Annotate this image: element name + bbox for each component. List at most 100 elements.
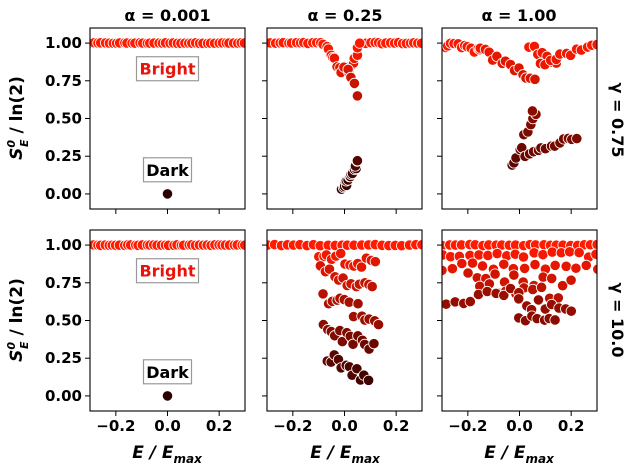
scatter-points [90,239,245,402]
data-point [565,274,577,286]
bright-label: Bright [139,60,195,79]
data-point [498,258,510,270]
data-point [369,256,381,268]
y-tick-label: 1.00 [45,34,82,52]
data-point [565,305,577,317]
y-tick-label: 0.50 [45,312,82,330]
data-point [570,262,582,274]
data-point [372,319,385,331]
panels: 0.00 0.25 0.50 0.75 1.00 Bright Dark −0.2 0.0 0.2… [45,27,598,435]
data-point [526,105,539,117]
data-point [355,261,368,273]
data-point [161,188,174,200]
data-point [532,294,545,306]
scatter-points [267,238,422,386]
x-tick-label: 0.0 [331,417,358,435]
svg-text:S0E / ln(2): S0E / ln(2) [5,76,31,160]
bright-label: Bright [139,262,195,281]
row-title-1: γ = 10.0 [608,283,627,358]
dark-label-box [142,359,193,385]
data-point [489,268,501,280]
column-title-0: α = 0.001 [124,6,210,25]
data-point [351,90,364,102]
data-point [590,248,597,260]
row-title-0: γ = 0.75 [608,83,627,158]
x-tick-label: 0.2 [558,417,585,435]
data-point [537,249,549,261]
data-point [462,267,474,279]
data-point [323,263,336,275]
data-point [464,296,476,308]
data-point [368,338,380,350]
data-point [466,257,479,269]
x-tick-label: 0.2 [206,417,233,435]
x-tick-label: 0.0 [154,417,181,435]
column-title-2: α = 1.00 [481,6,556,25]
y-tick-label: 0.25 [45,147,82,165]
data-point [161,390,174,402]
data-point [546,272,558,285]
scatter-points [90,37,245,200]
xlabel-1: E / Emax [310,443,381,466]
data-point [571,133,583,145]
data-point [491,247,503,260]
x-tick-label: 0.0 [506,417,533,435]
data-point [591,238,597,251]
x-tick-label: −0.2 [96,417,135,435]
data-point [348,77,361,89]
y-tick-label: 0.25 [45,349,82,367]
data-point [592,263,597,275]
data-point [347,338,359,350]
data-point [591,38,597,51]
bright-label-box [135,56,200,82]
y-tick-label: 0.50 [45,110,82,128]
data-point [446,263,459,275]
data-point [513,293,525,305]
data-point [517,251,530,263]
data-point [362,374,375,386]
data-point [238,37,245,49]
data-point [456,257,468,270]
data-point [549,314,561,326]
data-point [352,298,364,310]
dark-label-box [142,157,193,183]
scatter-points [442,37,597,171]
data-point [336,335,348,348]
data-point [508,269,520,281]
data-point [482,249,494,262]
data-point [560,260,572,272]
data-point [529,258,541,271]
panel-1-2: −0.2 0.0 0.2 [437,229,598,435]
data-point [573,246,585,259]
data-point [366,280,378,293]
scatter-points [442,238,597,327]
ylabel-bottom: S0E / ln(2) [5,278,31,362]
x-tick-label: −0.2 [448,417,487,435]
scatter-points [267,36,422,195]
data-point [519,262,531,274]
data-point [351,363,363,375]
dark-label: Dark [146,363,189,382]
panel-0-0: 0.00 0.25 0.50 0.75 1.00 Bright Dark [45,27,246,214]
data-point [351,155,364,167]
y-tick-label: 0.75 [45,72,82,90]
xlabel-0: E / Emax [132,443,203,466]
data-point [476,260,489,272]
x-tick-label: −0.2 [273,417,312,435]
x-tick-label: 0.2 [383,417,410,435]
panel-0-2 [437,27,598,214]
data-point [498,289,510,301]
xlabel-2: E / Emax [484,443,555,466]
data-point [580,259,592,271]
panel-0-1 [262,27,423,214]
y-tick-label: 0.75 [45,274,82,292]
y-tick-label: 0.00 [45,185,82,203]
panel-1-1: −0.2 0.0 0.2 [262,229,423,435]
panel-1-0: −0.2 0.0 0.2 0.00 0.25 0.50 0.75 1.00 Bright Dark [45,229,246,435]
data-point [549,259,561,271]
data-point [317,288,329,300]
y-tick-label: 0.00 [45,387,82,405]
data-point [335,247,347,260]
